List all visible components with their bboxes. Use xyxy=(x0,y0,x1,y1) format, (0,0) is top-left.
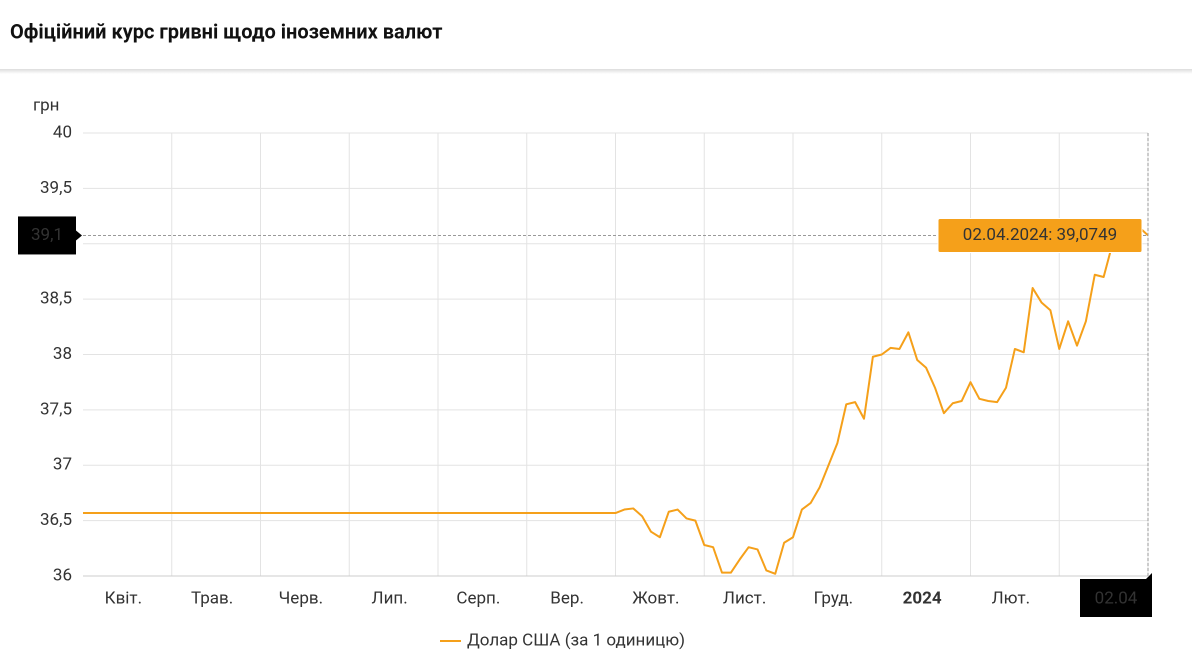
x-tick-label: Черв. xyxy=(279,588,323,608)
tooltip: 02.04.2024: 39,0749 xyxy=(963,225,1117,245)
y-tick-label: 36 xyxy=(53,565,72,585)
x-tick-label: Лист. xyxy=(723,588,766,608)
y-tick-label: 38 xyxy=(53,344,72,364)
x-tick-label: 2024 xyxy=(903,588,942,608)
crosshair-label: 39,1 xyxy=(31,225,63,245)
x-label-box xyxy=(1080,579,1152,617)
line xyxy=(83,220,1149,575)
crosshair-pointer xyxy=(76,230,82,241)
x-tick-label: Вер. xyxy=(550,588,584,608)
x-tick-label: Лют. xyxy=(992,588,1031,608)
y-tick-label: 38,5 xyxy=(40,289,72,309)
y-tick-label: 40 xyxy=(53,122,72,142)
legend-label: Долар США (за 1 одиницю) xyxy=(467,630,685,650)
x-tick-label: Лип. xyxy=(372,588,408,608)
y-tick-label: 37 xyxy=(53,455,72,475)
y-tick-label: 39,5 xyxy=(40,178,72,198)
x-tick-label: Жовт. xyxy=(632,588,679,608)
x-label-pointer xyxy=(1146,573,1152,579)
y-tick-label: 37,5 xyxy=(40,399,72,419)
y-tick-label: 36,5 xyxy=(40,510,72,530)
x-tick-label: Груд. xyxy=(814,588,854,608)
y-axis-label: грн xyxy=(33,95,60,115)
crosshair-label-box xyxy=(18,216,76,255)
x-tick-label: Серп. xyxy=(456,588,500,608)
x-tick-label: Трав. xyxy=(191,588,233,608)
x-tick-label: Квіт. xyxy=(105,588,142,608)
header-shadow xyxy=(0,69,1192,74)
tooltip-box xyxy=(937,217,1143,253)
chart-title: Офіційний курс гривні щодо іноземних вал… xyxy=(10,19,443,43)
x-tick-label: 02.04 xyxy=(1095,588,1138,608)
